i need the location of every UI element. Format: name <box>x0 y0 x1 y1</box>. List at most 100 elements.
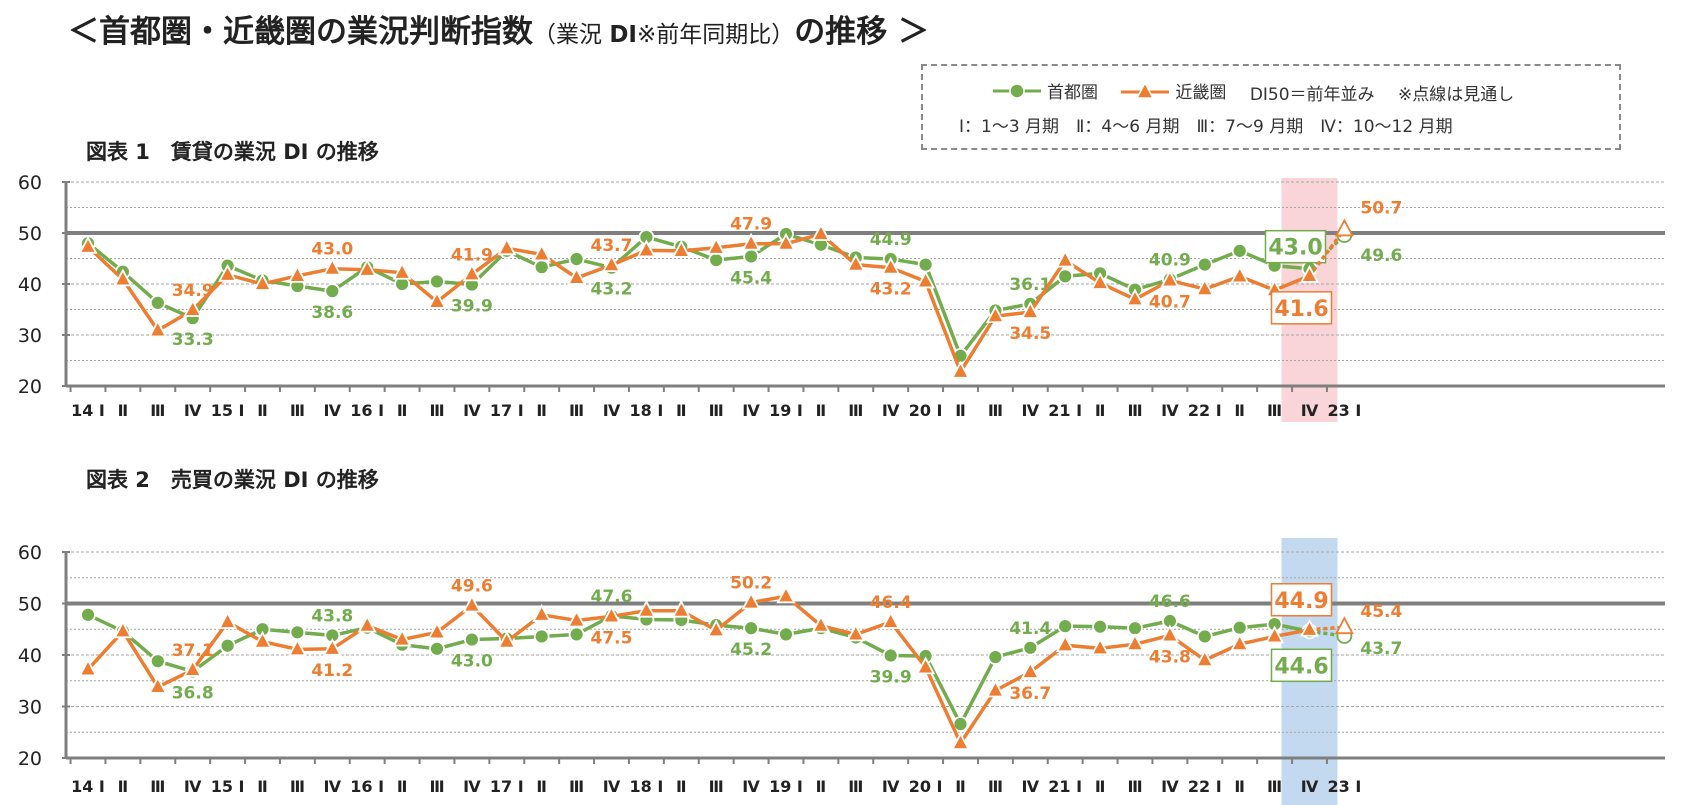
point-kinki <box>567 266 587 285</box>
x-tick-label: 16 Ⅰ <box>350 777 384 796</box>
x-tick-label: Ⅱ <box>676 401 687 420</box>
point-kinki <box>916 656 936 675</box>
legend-item-shutoken: 首都圏 <box>993 78 1098 103</box>
point-kinki <box>1055 634 1075 653</box>
point-shutoken <box>289 624 306 641</box>
data-label: 40.9 <box>1149 250 1191 270</box>
x-tick-label: Ⅲ <box>709 401 724 420</box>
x-tick-label: Ⅳ <box>882 401 900 420</box>
point-shutoken <box>533 259 550 276</box>
data-label: 36.1 <box>1009 275 1051 295</box>
data-label: 41.2 <box>311 661 353 681</box>
x-tick-label: 22 Ⅰ <box>1188 401 1222 420</box>
data-label: 47.6 <box>591 587 633 607</box>
x-tick-label: 21 Ⅰ <box>1048 401 1082 420</box>
x-tick-label: 14 Ⅰ <box>71 401 105 420</box>
title-main: ＜首都圏・近畿圏の業況判断指数 <box>68 14 533 50</box>
point-kinki <box>497 237 517 256</box>
point-kinki <box>567 609 587 628</box>
x-tick-label: Ⅳ <box>184 401 202 420</box>
point-kinki <box>846 253 866 272</box>
point-kinki <box>78 658 98 677</box>
point-kinki <box>916 270 936 289</box>
point-kinki <box>602 254 621 273</box>
data-label: 34.9 <box>172 281 214 301</box>
x-tick-label: 23 Ⅰ <box>1328 777 1362 796</box>
point-kinki <box>427 621 447 640</box>
x-tick-label: Ⅲ <box>988 777 1003 796</box>
x-tick-label: Ⅱ <box>118 401 129 420</box>
y-tick-label: 40 <box>18 274 42 296</box>
point-kinki <box>741 591 761 610</box>
data-label: 45.2 <box>730 640 772 660</box>
point-shutoken <box>917 256 934 273</box>
point-kinki <box>148 676 168 694</box>
point-kinki <box>881 611 901 629</box>
x-tick-label: Ⅱ <box>257 401 268 420</box>
point-shutoken <box>149 294 166 311</box>
x-tick-label: Ⅱ <box>118 777 129 796</box>
point-kinki <box>218 263 238 282</box>
point-kinki <box>1125 633 1145 652</box>
data-label: 43.0 <box>451 652 493 672</box>
data-label: 44.6 <box>1274 654 1328 679</box>
point-kinki <box>811 223 831 241</box>
point-kinki <box>1195 278 1215 296</box>
point-shutoken <box>708 252 725 268</box>
series-line-kinki <box>86 594 1310 747</box>
data-label: 46.4 <box>870 593 912 613</box>
point-kinki <box>881 256 901 275</box>
data-label: 43.7 <box>591 236 633 256</box>
x-tick-label: Ⅳ <box>1161 401 1179 420</box>
point-shutoken <box>568 251 585 267</box>
highlight-label-box <box>1270 648 1333 683</box>
legend-label-shutoken: 首都圏 <box>1047 83 1098 103</box>
data-label: 34.5 <box>1009 324 1051 344</box>
point-kinki <box>776 232 796 251</box>
data-label: 36.7 <box>1009 684 1051 704</box>
data-label: 47.5 <box>591 628 633 648</box>
x-tick-label: Ⅱ <box>1095 401 1106 420</box>
data-label: 50.7 <box>1360 198 1402 218</box>
data-label: 47.9 <box>730 215 772 235</box>
point-kinki <box>462 263 482 282</box>
x-tick-label: Ⅱ <box>397 401 408 420</box>
y-tick-label: 30 <box>18 697 42 719</box>
point-shutoken <box>1092 618 1108 635</box>
point-kinki <box>1230 265 1250 284</box>
x-tick-label: 16 Ⅰ <box>350 401 384 420</box>
x-tick-label: 15 Ⅰ <box>211 401 245 420</box>
point-shutoken <box>463 631 480 648</box>
point-kinki <box>1300 264 1319 283</box>
legend-row-series: 首都圏 近畿圏 DI50＝前年並み ※点線は見通し <box>993 78 1532 105</box>
x-tick-label: Ⅳ <box>463 401 481 420</box>
data-label: 33.3 <box>172 330 214 350</box>
data-label: 41.9 <box>451 245 493 265</box>
point-kinki <box>1334 218 1354 237</box>
point-kinki <box>1230 633 1250 652</box>
point-kinki <box>1334 616 1354 635</box>
data-label: 39.9 <box>451 297 493 317</box>
point-kinki <box>532 243 552 262</box>
data-label: 36.8 <box>172 683 214 703</box>
point-kinki <box>1195 649 1215 668</box>
point-kinki <box>253 630 272 649</box>
point-shutoken <box>80 606 96 623</box>
x-tick-label: 19 Ⅰ <box>769 401 803 420</box>
data-label: 41.4 <box>1009 619 1051 639</box>
x-tick-label: Ⅲ <box>569 777 584 796</box>
legend-circle-marker-icon <box>993 82 1041 99</box>
x-tick-label: 21 Ⅰ <box>1048 777 1082 796</box>
data-label: 41.6 <box>1274 297 1328 322</box>
x-tick-label: 18 Ⅰ <box>630 777 664 796</box>
data-label: 40.7 <box>1149 292 1191 312</box>
point-kinki <box>951 732 970 750</box>
data-label: 43.0 <box>311 240 353 260</box>
x-tick-label: 19 Ⅰ <box>769 777 803 796</box>
point-shutoken <box>1057 268 1074 285</box>
x-tick-label: 17 Ⅰ <box>490 777 524 796</box>
x-tick-label: Ⅲ <box>150 401 165 420</box>
x-tick-label: Ⅲ <box>290 777 305 796</box>
data-label: 39.9 <box>870 668 912 688</box>
